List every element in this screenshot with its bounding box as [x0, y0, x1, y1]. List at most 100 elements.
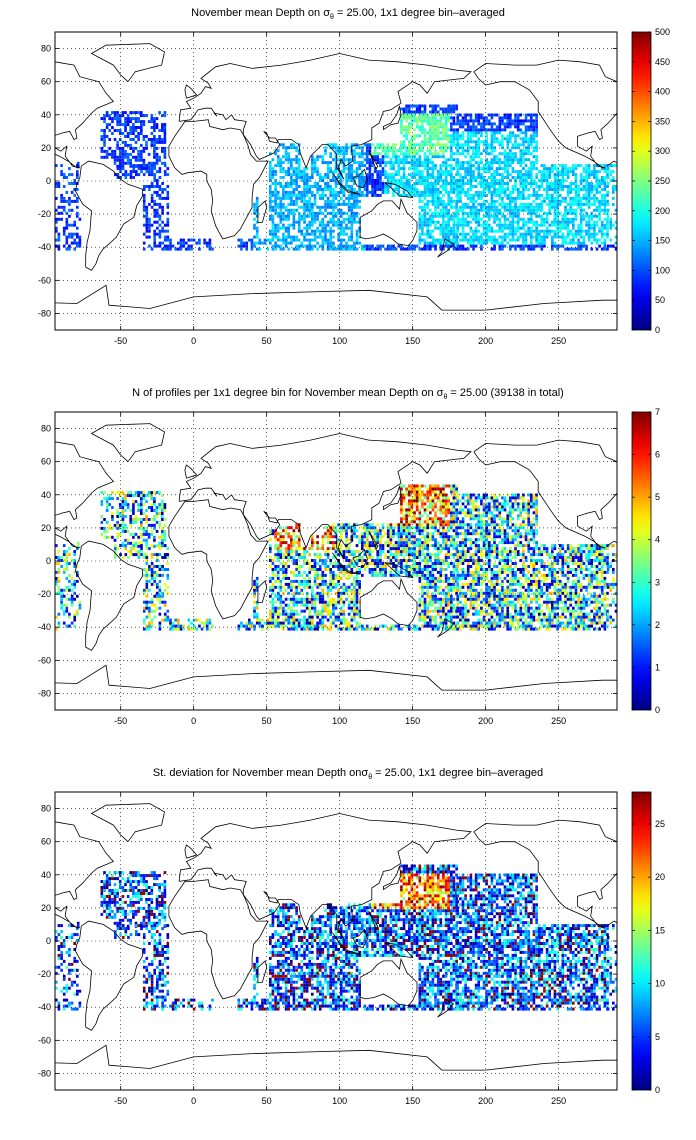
- bin-cell: [606, 190, 610, 194]
- bin-cell: [365, 155, 369, 159]
- bin-cell: [276, 570, 280, 574]
- bin-cell: [506, 217, 510, 221]
- bin-cell: [308, 190, 312, 194]
- bin-cell: [311, 190, 314, 194]
- bin-cell: [415, 244, 419, 248]
- bin-cell: [442, 143, 445, 147]
- bin-cell: [477, 193, 481, 197]
- bin-cell: [361, 149, 364, 153]
- bin-cell: [421, 128, 424, 132]
- bin-cell: [276, 568, 280, 571]
- bin-cell: [461, 238, 465, 242]
- bin-cell: [240, 621, 243, 625]
- bin-cell: [129, 161, 133, 165]
- bin-cell: [129, 509, 133, 512]
- bin-cell: [527, 140, 531, 144]
- bin-cell: [145, 544, 149, 548]
- bin-cell: [148, 588, 151, 592]
- bin-cell: [450, 128, 453, 132]
- bin-cell: [564, 173, 567, 177]
- bin-cell: [313, 576, 317, 580]
- bin-cell: [145, 627, 149, 631]
- bin-cell: [444, 226, 448, 230]
- bin-cell: [582, 244, 586, 248]
- bin-cell: [303, 217, 306, 221]
- bin-cell: [480, 140, 483, 144]
- bin-cell: [274, 232, 277, 236]
- bin-cell: [363, 247, 367, 251]
- bin-cell: [345, 152, 348, 156]
- bin-cell: [250, 244, 254, 248]
- bin-cell: [303, 179, 306, 182]
- bin-cell: [415, 170, 419, 174]
- bin-cell: [456, 229, 460, 233]
- bin-cell: [303, 214, 306, 218]
- bin-cell: [142, 241, 146, 245]
- bin-cell: [535, 119, 538, 123]
- bin-cell: [361, 179, 364, 182]
- bin-cell: [142, 529, 146, 533]
- bin-cell: [347, 238, 351, 242]
- bin-cell: [271, 570, 275, 574]
- bin-cell: [485, 188, 488, 191]
- bin-cell: [329, 244, 333, 248]
- bin-cell: [116, 532, 119, 536]
- bin-cell: [480, 235, 483, 239]
- bin-cell: [57, 238, 61, 242]
- bin-cell: [447, 116, 451, 120]
- bin-cell: [271, 199, 275, 203]
- bin-cell: [287, 208, 291, 212]
- bin-cell: [148, 565, 151, 568]
- bin-cell: [593, 223, 596, 227]
- bin-cell: [373, 193, 377, 197]
- bin-cell: [452, 152, 456, 156]
- bin-cell: [297, 149, 301, 153]
- bin-cell: [324, 232, 327, 236]
- bin-cell: [413, 110, 416, 114]
- bin-cell: [284, 570, 288, 574]
- bin-cell: [62, 205, 66, 209]
- coastline: [437, 238, 455, 258]
- bin-cell: [466, 119, 470, 123]
- bin-cell: [461, 167, 465, 171]
- bin-cell: [488, 190, 491, 194]
- bin-cell: [459, 167, 462, 171]
- bin-cell: [421, 104, 424, 108]
- bin-cell: [493, 190, 496, 194]
- bin-cell: [347, 244, 351, 248]
- bin-cell: [295, 627, 298, 631]
- bin-cell: [537, 241, 541, 245]
- bin-cell: [452, 104, 456, 108]
- bin-cell: [129, 126, 133, 129]
- bin-cell: [477, 137, 481, 141]
- bin-cell: [564, 167, 567, 171]
- bin-cell: [373, 179, 377, 182]
- bin-cell: [490, 208, 494, 212]
- bin-cell: [537, 235, 541, 239]
- bin-cell: [353, 158, 356, 162]
- bin-cell: [577, 241, 580, 245]
- bin-cell: [464, 122, 467, 126]
- bin-cell: [376, 176, 380, 179]
- bin-cell: [461, 208, 465, 212]
- bin-cell: [316, 190, 319, 194]
- bin-cell: [522, 196, 525, 200]
- bin-cell: [311, 538, 314, 542]
- bin-cell: [150, 503, 154, 507]
- bin-cell: [305, 603, 309, 607]
- bin-cell: [311, 232, 314, 236]
- bin-cell: [158, 512, 161, 515]
- bin-cell: [503, 205, 507, 209]
- bin-cell: [153, 615, 157, 619]
- bin-cell: [132, 129, 135, 132]
- bin-cell: [598, 226, 601, 230]
- bin-cell: [148, 229, 151, 233]
- bin-cell: [203, 624, 206, 628]
- bin-cell: [163, 146, 167, 150]
- bin-cell: [153, 232, 157, 236]
- bin-cell: [577, 229, 580, 233]
- bin-cell: [540, 223, 544, 227]
- bin-cell: [530, 211, 533, 215]
- bin-cell: [516, 190, 520, 194]
- bin-cell: [324, 223, 327, 227]
